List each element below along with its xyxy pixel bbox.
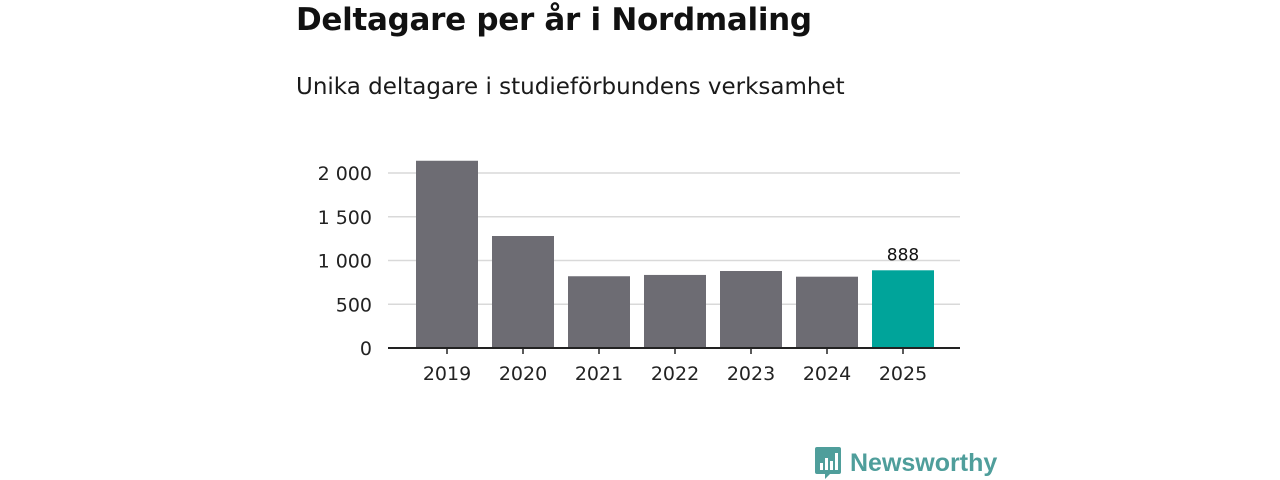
y-tick-label: 1 500 xyxy=(318,207,372,229)
newsworthy-logo[interactable]: Newsworthy xyxy=(814,446,997,480)
x-tick-label: 2024 xyxy=(803,363,851,385)
chart-title: Deltagare per år i Nordmaling xyxy=(296,2,812,38)
y-tick-label: 500 xyxy=(336,294,372,316)
data-label: 888 xyxy=(887,245,919,265)
newsworthy-icon xyxy=(815,447,841,479)
x-tick-label: 2023 xyxy=(727,363,775,385)
x-tick-label: 2022 xyxy=(651,363,699,385)
x-tick-label: 2021 xyxy=(575,363,623,385)
bar-2021[interactable] xyxy=(568,276,630,348)
bar-2024[interactable] xyxy=(796,276,858,348)
x-tick-label: 2025 xyxy=(879,363,927,385)
bar-2019[interactable] xyxy=(416,160,478,348)
chart-subtitle: Unika deltagare i studieförbundens verks… xyxy=(296,74,845,100)
x-tick-label: 2020 xyxy=(499,363,547,385)
newsworthy-label: Newsworthy xyxy=(850,448,998,477)
bar-2023[interactable] xyxy=(720,271,782,348)
x-tick-label: 2019 xyxy=(423,363,471,385)
y-tick-label: 2 000 xyxy=(318,163,372,185)
bar-2025[interactable] xyxy=(872,270,934,348)
bar-2020[interactable] xyxy=(492,236,554,348)
bar-2022[interactable] xyxy=(644,274,706,348)
y-tick-label: 1 000 xyxy=(318,251,372,273)
y-tick-label: 0 xyxy=(360,338,372,360)
